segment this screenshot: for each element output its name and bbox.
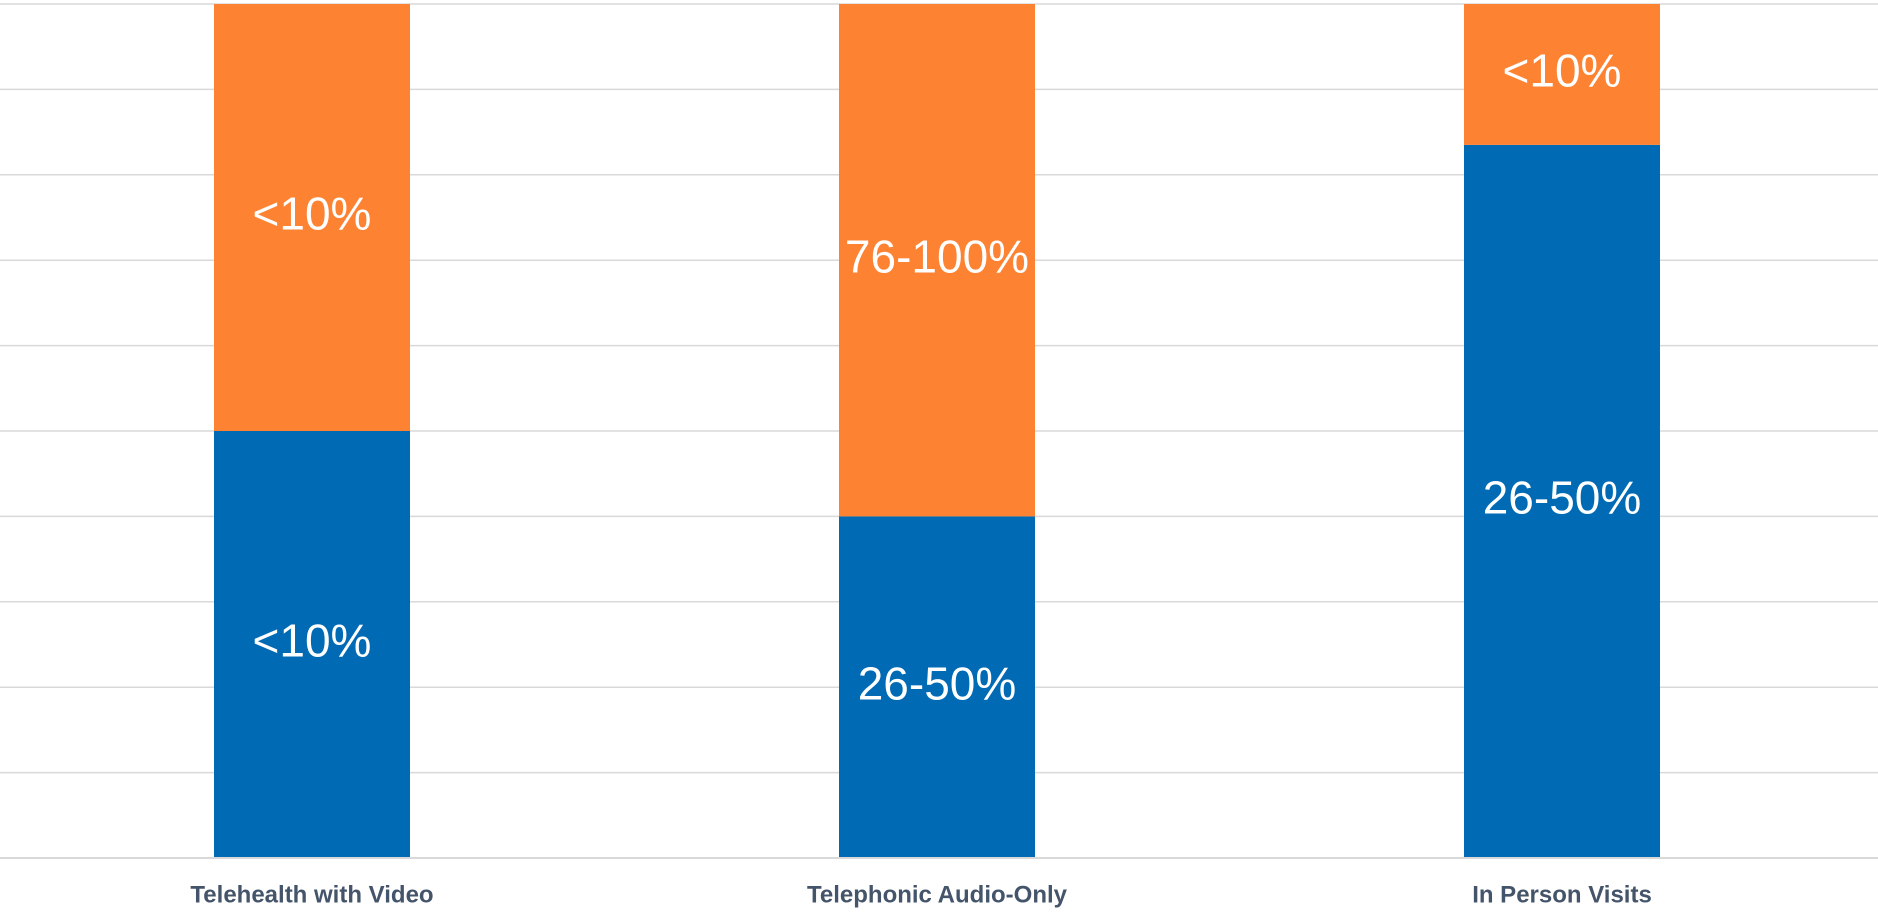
bar-segment-2-1: [839, 516, 1035, 858]
segment-label-2-1: 26-50%: [858, 657, 1017, 709]
segment-label-3-2: <10%: [1503, 45, 1622, 97]
bar-segment-2-2: [839, 4, 1035, 517]
segment-label-1-1: <10%: [253, 615, 372, 667]
category-label-1: Telehealth with Video: [190, 881, 433, 908]
category-label-3: In Person Visits: [1472, 881, 1652, 908]
segment-label-3-1: 26-50%: [1483, 472, 1642, 524]
category-labels: Telehealth with Video Telephonic Audio-On…: [190, 881, 1651, 908]
segment-label-2-2: 76-100%: [845, 230, 1029, 282]
bar-segment-1-2: [214, 4, 410, 431]
bar-segment-3-1: [1464, 144, 1660, 858]
category-label-2: Telephonic Audio-Only: [807, 881, 1068, 908]
bar-segment-3-2: [1464, 4, 1660, 145]
bar-segment-1-1: [214, 431, 410, 858]
segment-labels: <10% <10% 26-50% 76-100% 26-50% <10%: [253, 45, 1642, 710]
segment-label-1-2: <10%: [253, 188, 372, 240]
bar-segments: [214, 4, 1660, 858]
